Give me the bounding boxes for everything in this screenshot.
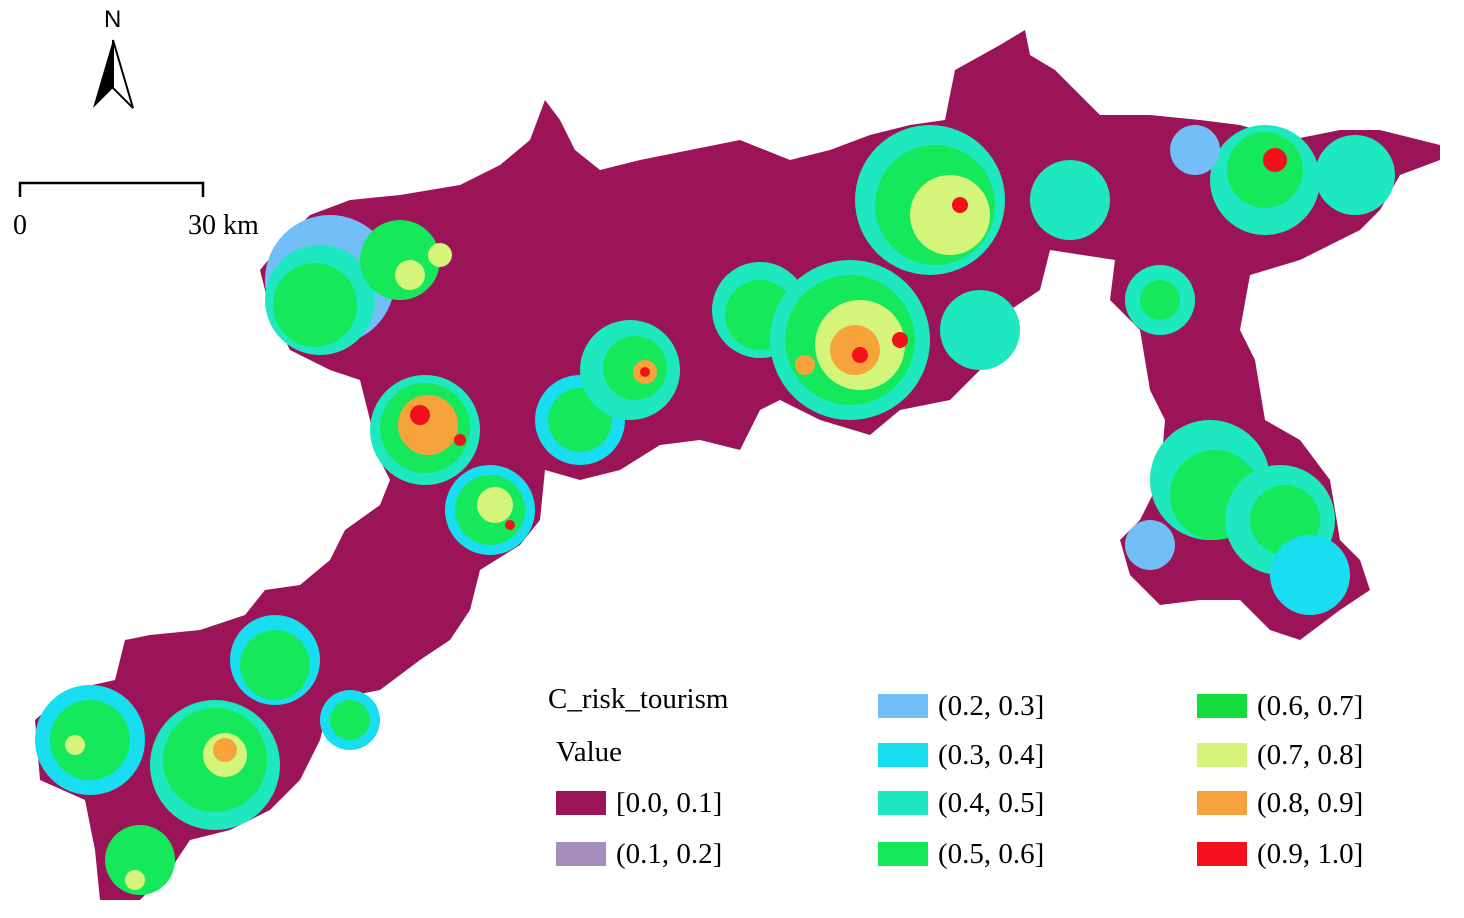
risk-hotspots: [35, 125, 1395, 895]
legend-swatch: [1197, 694, 1247, 718]
scale-start-label: 0: [13, 210, 27, 241]
legend-label: (0.1, 0.2]: [616, 837, 723, 870]
legend-label: (0.5, 0.6]: [938, 837, 1045, 870]
north-arrow-icon: [93, 39, 134, 109]
legend-swatch: [556, 791, 606, 815]
legend-label: (0.3, 0.4]: [938, 738, 1045, 771]
legend-swatch: [556, 842, 606, 866]
legend-label: (0.8, 0.9]: [1257, 786, 1364, 819]
legend-swatch: [1197, 743, 1247, 767]
legend-subtitle: Value: [556, 736, 623, 768]
legend-item: (0.5, 0.6]: [878, 838, 1044, 870]
legend-item: (0.9, 1.0]: [1197, 838, 1363, 870]
legend-item: (0.8, 0.9]: [1197, 787, 1363, 819]
legend-swatch: [878, 694, 928, 718]
legend-label: (0.7, 0.8]: [1257, 738, 1364, 771]
north-label: N: [104, 6, 122, 33]
legend-swatch: [1197, 791, 1247, 815]
legend-item: (0.2, 0.3]: [878, 690, 1044, 722]
legend-label: [0.0, 0.1]: [616, 786, 723, 819]
legend-swatch: [878, 842, 928, 866]
legend-item: (0.3, 0.4]: [878, 739, 1044, 771]
legend-item: (0.1, 0.2]: [556, 838, 722, 870]
legend-label: (0.6, 0.7]: [1257, 689, 1364, 722]
scale-bar: [18, 181, 205, 197]
scale-end-label: 30 km: [188, 210, 259, 241]
legend-swatch: [1197, 842, 1247, 866]
legend-label: (0.4, 0.5]: [938, 786, 1045, 819]
legend-item: [0.0, 0.1]: [556, 787, 722, 819]
legend-item: (0.6, 0.7]: [1197, 690, 1363, 722]
legend-item: (0.7, 0.8]: [1197, 739, 1363, 771]
legend-swatch: [878, 743, 928, 767]
legend-title: C_risk_tourism: [548, 683, 729, 715]
legend-label: (0.9, 1.0]: [1257, 837, 1364, 870]
legend-label: (0.2, 0.3]: [938, 689, 1045, 722]
legend-swatch: [878, 791, 928, 815]
legend-item: (0.4, 0.5]: [878, 787, 1044, 819]
